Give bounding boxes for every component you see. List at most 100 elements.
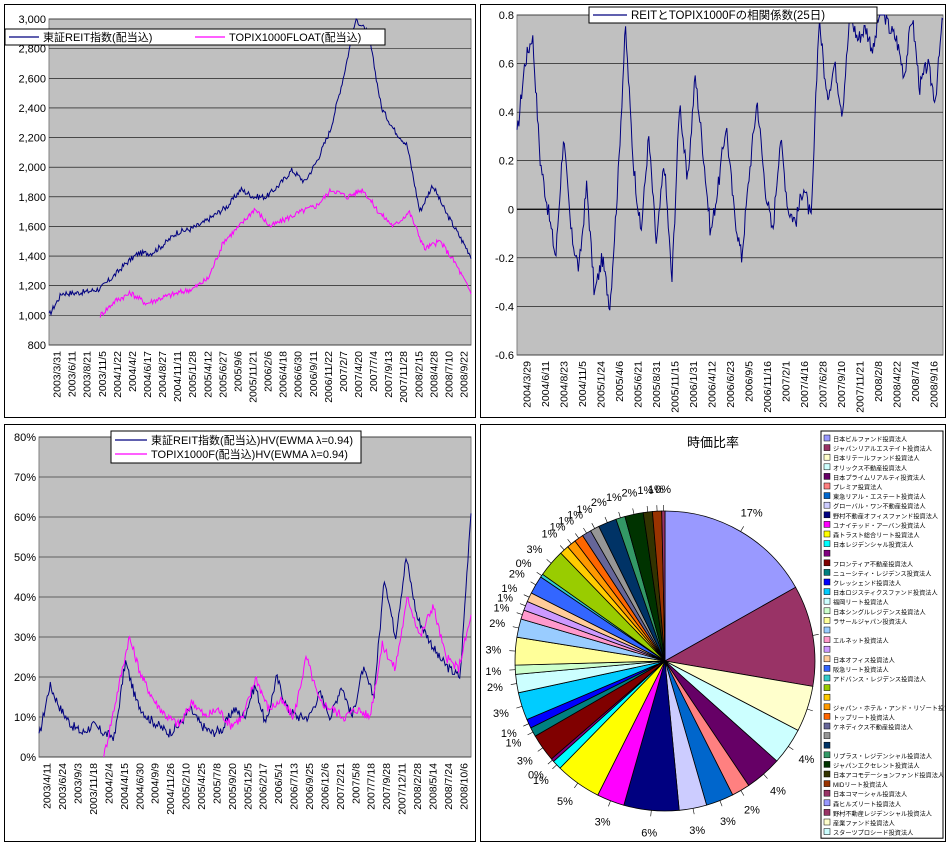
legend-label: 東急リアル・エステート投資法人 [833,493,926,501]
legend-swatch [823,684,831,691]
x-tick-label: 2004/11/5 [577,361,589,407]
y-tick-label: 2,400 [18,103,46,115]
legend-swatch [823,693,831,701]
x-tick-label: 2008/4/22 [892,361,904,408]
leader-line [516,706,523,709]
legend-swatch [823,434,831,442]
x-tick-label: 2007/9/10 [836,361,848,408]
leader-line [763,773,768,779]
legend-label: スターツプロシード投資法人 [833,829,913,837]
x-tick-label: 2007/11/21 [855,361,867,413]
legend-swatch [823,511,831,519]
leader-line [608,800,611,807]
x-tick-label: 2006/6/30 [293,351,305,398]
slice-label: 0% [516,558,532,570]
x-tick-label: 2008/4/28 [428,351,440,398]
x-tick-label: 2007/5/8 [350,763,362,804]
x-tick-label: 2004/6/30 [134,763,146,810]
legend-swatch [823,780,831,787]
x-tick-label: 2003/8/21 [82,351,94,398]
legend-swatch [823,770,831,778]
legend-swatch [823,588,831,595]
x-tick-label: 2006/12/6 [319,763,331,810]
slice-label: 1% [501,728,517,740]
series-line-1 [99,187,472,318]
leader-line [510,683,517,685]
x-tick-label: 2006/5/1 [273,763,285,804]
y-tick-label: 2,600 [18,73,46,85]
legend-label: プレミア投資法人 [833,484,883,492]
correlation-line-chart: -0.6 -0.4 -0.2 0 0.2 0.4 0.6 0.8 2004/3/29 2004/6… [495,6,944,413]
x-tick-label: 2007/4/20 [353,351,365,398]
legend-swatch [823,521,831,528]
x-tick-label: 2008/9/16 [929,361,941,408]
legend-swatch [823,569,831,576]
x-tick-label: 2005/8/31 [651,361,663,408]
legend-label: TOPIX1000FLOAT(配当込) [229,30,361,44]
legend-swatch [823,751,831,759]
legend-box [820,430,944,839]
x-tick-label: 2006/7/13 [289,763,301,810]
slice-label: 3% [485,645,501,657]
leader-line [567,539,572,545]
slice-label: 1% [501,583,517,595]
y-tick-label: 2,000 [18,162,46,174]
legend-swatch [823,828,831,835]
y-tick-label: 2,800 [18,44,46,56]
legend-label: 東証REIT指数(配当込)HV(EWMA λ=0.94) [151,433,353,447]
x-tick-label: 2004/6/11 [540,361,552,407]
chart-market-cap-pie: 時価比率17%11%5%4%4%2%3%3%6%3%5%1%0%3%1%1%3%… [480,424,950,842]
leader-line [516,612,523,615]
y-tick-label: 60% [14,512,36,524]
slice-label: 1% [506,738,522,750]
leader-line [632,508,635,515]
legend-box [110,430,362,464]
x-tick-label: 2007/9/13 [383,351,395,398]
chart-historical-volatility: 0% 10% 20% 30% 40% 50% 60% 70% 80% 2003/4/11 2003/… [4,424,476,842]
x-tick-label: 2005/7/8 [211,763,223,804]
x-tick-label: 2005/9/20 [227,763,239,810]
slice-label: 2% [489,618,505,630]
slice-label: 0% [655,484,671,496]
legend-swatch [823,722,831,730]
x-tick-label: 2007/6/28 [818,361,830,408]
chart-correlation: -0.6 -0.4 -0.2 0 0.2 0.4 0.6 0.8 2004/3/29 2004/6… [480,4,946,418]
leader-line [604,516,608,523]
legend-label: ユナイテッド・アーバン投資法人 [833,522,926,530]
y-tick-label: 80% [14,432,36,444]
legend-swatch [823,626,831,634]
leader-line [719,800,723,807]
slice-label: 3% [689,825,705,837]
x-tick-label: 2005/4/25 [196,763,208,810]
slice-label: 3% [595,816,611,828]
x-tick-label: 2003/11/5 [97,351,109,397]
legend-label: 日本プライムリアルティ投資法人 [833,474,925,482]
x-tick-label: 2004/9/9 [150,763,162,804]
series-line-0 [516,14,944,311]
y-tick-label: -0.4 [495,301,514,313]
leader-line [740,790,745,796]
x-tick-label: 2007/2/7 [338,351,350,392]
x-tick-label: 2005/12/5 [242,763,254,810]
x-tick-label: 2007/4/16 [799,361,811,408]
legend-swatch [823,655,831,663]
legend-swatch [823,453,831,461]
x-tick-label: 2008/2/8 [873,361,885,402]
leader-line [519,603,526,607]
x-tick-label: 2004/1/22 [112,351,124,398]
market-cap-pie-chart: 時価比率17%11%5%4%4%2%3%3%6%3%5%1%0%3%1%1%3%… [485,430,950,839]
leader-line [537,747,543,752]
leader-line [552,764,557,770]
legend-swatch [823,501,831,509]
legend-swatch [823,799,831,807]
slice-label: 1% [494,603,510,615]
y-tick-label: 800 [28,340,46,352]
x-tick-label: 2008/7/24 [443,763,455,810]
y-tick-label: -0.2 [495,253,514,265]
y-tick-label: 0% [20,752,36,764]
chart-title: 時価比率 [687,435,739,450]
legend-label: 東証REIT指数(配当込) [43,30,152,44]
leader-line [692,808,695,815]
y-tick-label: 1,200 [18,281,46,293]
leader-line [788,746,794,751]
